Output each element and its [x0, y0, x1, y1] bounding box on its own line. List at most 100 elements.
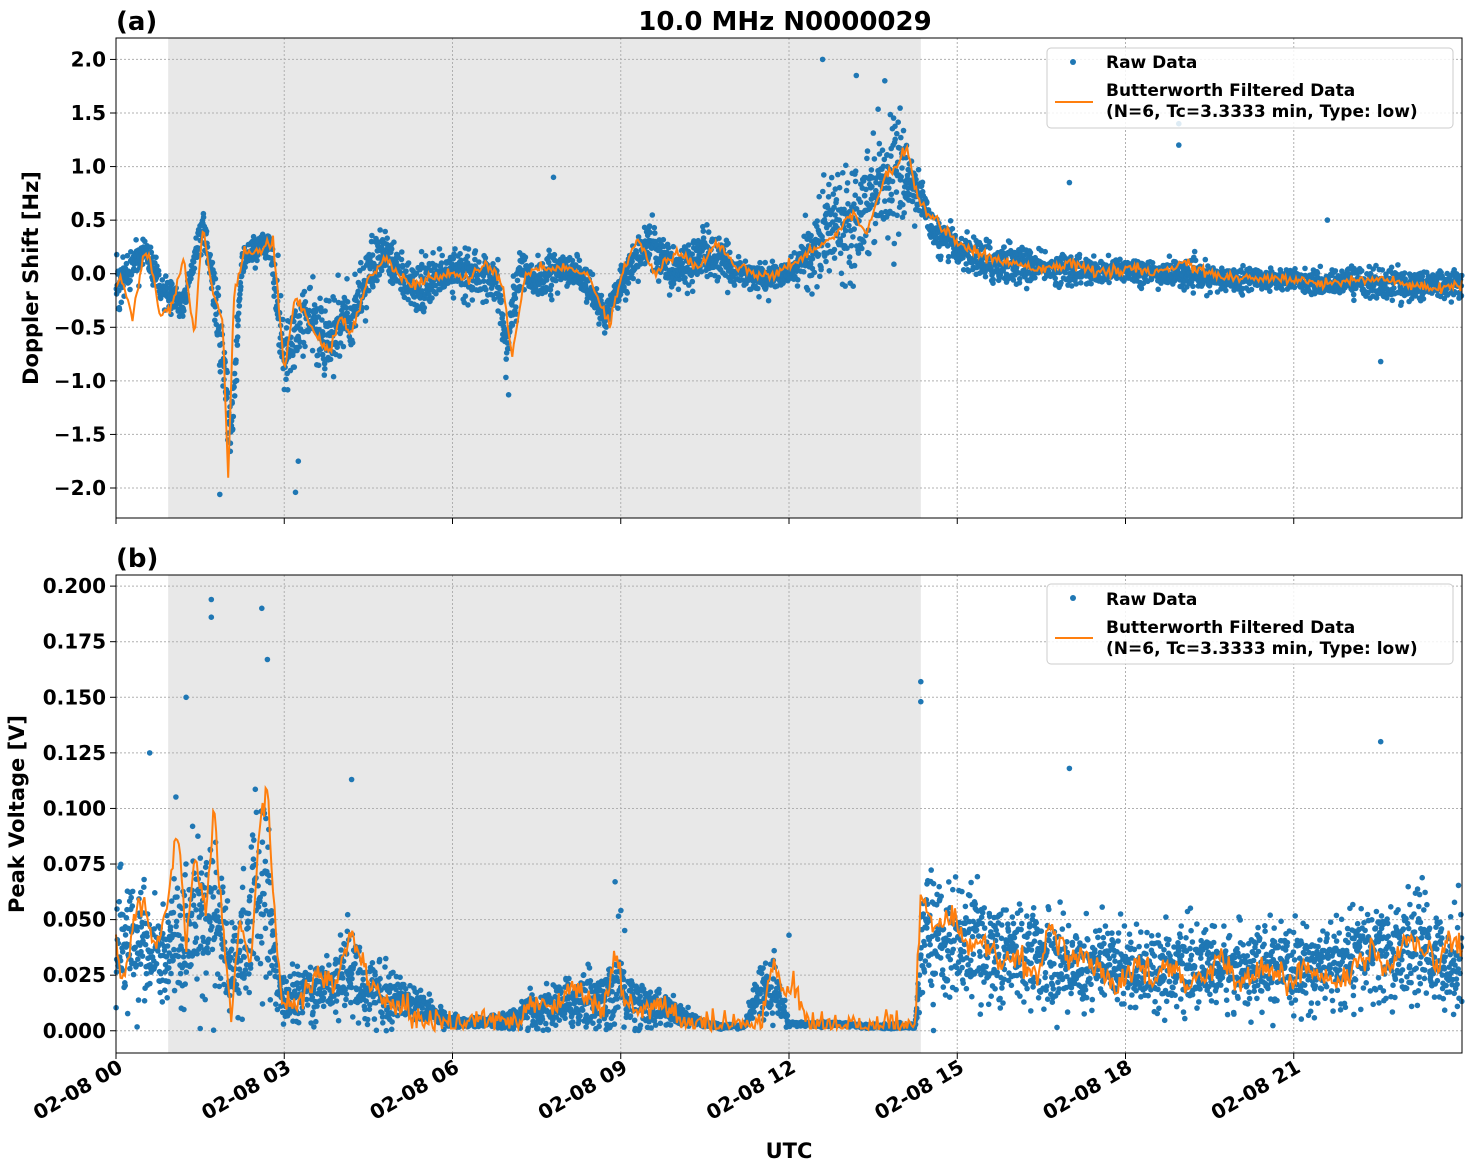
raw-data-point [731, 282, 738, 288]
raw-data-point [1032, 275, 1038, 281]
raw-data-outlier [550, 174, 557, 181]
panel-a-x-ticks [115, 518, 1295, 524]
raw-data-point [831, 246, 838, 253]
raw-data-point [378, 267, 385, 274]
raw-data-point [188, 962, 194, 968]
raw-data-point [429, 295, 435, 301]
raw-data-point [1317, 263, 1324, 270]
raw-data-point [596, 321, 602, 327]
raw-data-point [1291, 284, 1298, 291]
y-tick-label: −1.5 [54, 422, 106, 446]
raw-data-point [422, 253, 429, 259]
raw-data-point [891, 240, 898, 247]
raw-data-point [239, 1016, 245, 1023]
raw-data-outlier [853, 72, 860, 79]
raw-data-point [203, 970, 209, 976]
raw-data-point [1388, 264, 1395, 271]
raw-data-point [246, 989, 252, 996]
raw-data-point [171, 987, 178, 994]
raw-data-point [135, 956, 141, 962]
raw-data-point [160, 901, 166, 907]
raw-data-point [215, 914, 221, 920]
raw-data-point [601, 330, 608, 336]
raw-data-point [261, 891, 267, 897]
raw-data-point [154, 263, 160, 269]
raw-data-point [535, 252, 541, 259]
raw-data-point [528, 262, 535, 268]
raw-data-point [297, 320, 303, 326]
raw-data-point [1240, 262, 1246, 269]
raw-data-point [821, 172, 827, 178]
raw-data-point [259, 839, 266, 845]
raw-data-point [238, 273, 245, 279]
raw-data-point [127, 965, 133, 972]
raw-data-point [843, 187, 850, 194]
raw-data-point [311, 1024, 317, 1030]
raw-data-point [282, 341, 289, 347]
raw-data-point [234, 342, 241, 348]
raw-data-point [655, 278, 662, 284]
raw-data-point [915, 166, 922, 173]
raw-data-point [1078, 280, 1084, 286]
raw-data-point [273, 968, 280, 974]
raw-data-point [1155, 286, 1161, 293]
raw-data-point [868, 167, 875, 173]
raw-data-point [320, 1003, 327, 1010]
raw-data-point [670, 243, 677, 250]
raw-data-point [403, 268, 409, 274]
raw-data-point [846, 222, 852, 229]
raw-data-point [153, 961, 160, 967]
raw-data-point [911, 223, 918, 229]
raw-data-point [757, 259, 763, 266]
raw-data-point [204, 945, 210, 951]
raw-data-point [257, 933, 264, 940]
raw-data-point [355, 288, 362, 295]
raw-data-point [1088, 280, 1094, 287]
raw-data-point [369, 252, 376, 258]
raw-data-point [1076, 251, 1083, 258]
raw-data-point [898, 174, 904, 180]
raw-data-point [200, 214, 207, 220]
raw-data-point [113, 251, 120, 258]
raw-data-point [820, 188, 826, 195]
raw-data-point [217, 975, 224, 982]
raw-data-point [457, 250, 463, 257]
raw-data-point [141, 876, 147, 883]
raw-data-point [240, 268, 247, 275]
raw-data-point [724, 289, 731, 296]
raw-data-point [133, 237, 139, 243]
raw-data-point [851, 201, 857, 207]
raw-data-point [756, 294, 762, 300]
raw-data-point [322, 308, 328, 314]
raw-data-point [212, 276, 219, 282]
y-tick-label: −0.5 [54, 315, 106, 339]
raw-data-point [277, 292, 284, 299]
raw-data-point [327, 356, 334, 363]
raw-data-point [238, 284, 244, 290]
raw-data-point [814, 218, 820, 224]
raw-data-point [469, 297, 476, 303]
raw-data-point [464, 253, 471, 260]
raw-data-point [209, 923, 215, 930]
raw-data-point [684, 290, 691, 297]
raw-data-point [245, 910, 252, 917]
raw-data-point [1052, 275, 1058, 282]
raw-data-point [127, 277, 133, 284]
raw-data-point [893, 189, 900, 195]
raw-data-point [513, 304, 519, 310]
raw-data-point [144, 933, 150, 940]
raw-data-point [270, 271, 277, 277]
raw-data-point [237, 279, 244, 286]
raw-data-point [755, 285, 761, 292]
raw-data-point [215, 285, 221, 291]
raw-data-point [291, 364, 298, 370]
panel-b-label: (b) [116, 544, 158, 574]
raw-data-point [982, 273, 989, 280]
y-tick-label: 2.0 [71, 47, 106, 71]
raw-data-point [315, 352, 321, 359]
raw-data-point [553, 277, 559, 284]
raw-data-point [888, 153, 894, 159]
raw-data-point [129, 888, 136, 895]
raw-data-point [251, 837, 257, 843]
raw-data-point [794, 283, 801, 289]
